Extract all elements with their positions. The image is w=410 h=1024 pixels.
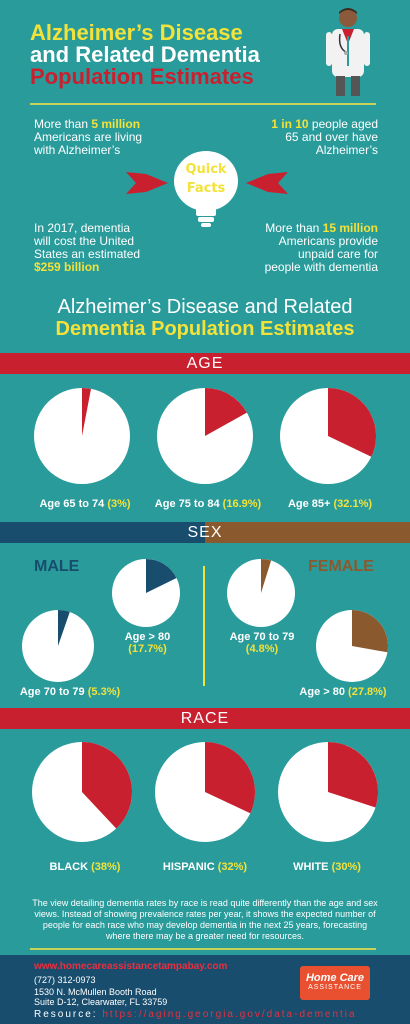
label-female-70-79: Age 70 to 79 (4.8%) xyxy=(229,631,295,655)
pie-male-over-80-slice xyxy=(146,559,177,593)
ribbon-icon xyxy=(126,172,168,194)
resource-link[interactable]: https://aging.georgia.gov/data-dementia xyxy=(102,1009,357,1020)
band-sex-left xyxy=(0,522,205,543)
pie-age-75-84 xyxy=(157,388,253,484)
pie-age-75-84-slice xyxy=(205,388,247,436)
pie-race-white-slice xyxy=(328,742,378,808)
page-title-line3: Population Estimates xyxy=(30,64,254,89)
label-age-65-74: Age 65 to 74 (3%) xyxy=(39,498,131,510)
fact-alzheimers-count: More than 5 million Americans are living… xyxy=(34,117,143,157)
label-age-75-84: Age 75 to 84 (16.9%) xyxy=(154,498,262,510)
label-age-85-plus: Age 85+ (32.1%) xyxy=(287,498,373,510)
footer-address-line2: Suite D-12, Clearwater, FL 33759 xyxy=(34,997,168,1007)
label-male-70-79: Age 70 to 79 (5.3%) xyxy=(19,686,121,698)
pie-age-65-74-slice xyxy=(82,388,91,436)
band-race: RACE xyxy=(0,708,410,729)
label-race-black: BLACK (38%) xyxy=(49,861,121,873)
race-note: The view detailing dementia rates by rac… xyxy=(32,898,378,941)
pie-male-over-80 xyxy=(112,559,180,627)
pie-female-70-79-slice xyxy=(261,559,272,593)
doctor-icon xyxy=(326,8,370,96)
band-sex: SEX xyxy=(187,524,223,541)
page-title-line1: Alzheimer’s Disease xyxy=(30,20,243,45)
pie-age-85-plus xyxy=(280,388,376,484)
quick-facts-label: Quick Facts xyxy=(185,162,227,196)
footer-divider xyxy=(30,948,376,950)
section-title-line2: Dementia Population Estimates xyxy=(55,318,355,340)
footer-resource: Resource: https://aging.georgia.gov/data… xyxy=(34,1009,357,1020)
header-divider xyxy=(30,103,376,105)
pie-male-70-79 xyxy=(22,610,94,682)
band-age: AGE xyxy=(0,353,410,374)
label-male-over-80: Age > 80 (17.7%) xyxy=(124,631,171,655)
pie-female-over-80-slice xyxy=(352,610,389,653)
band-sex-right xyxy=(205,522,410,543)
pie-race-hispanic-slice xyxy=(205,742,255,814)
label-race-hispanic: HISPANIC (32%) xyxy=(162,861,248,873)
pie-female-over-80 xyxy=(316,610,389,682)
age-pies xyxy=(34,388,376,484)
lightbulb-icon xyxy=(174,151,238,227)
footer-phone: (727) 312-0973 xyxy=(34,975,96,985)
page-title-line2: and Related Dementia xyxy=(30,42,260,67)
section-title-line1: Alzheimer’s Disease and Related xyxy=(57,296,353,318)
pie-race-white xyxy=(278,742,378,842)
footer-website-link[interactable]: www.homecareassistancetampabay.com xyxy=(34,961,228,972)
fact-dementia-cost: In 2017, dementia will cost the United S… xyxy=(34,221,141,274)
fact-one-in-ten: 1 in 10 people aged 65 and over have Alz… xyxy=(271,117,378,157)
pie-age-65-74 xyxy=(34,388,130,484)
label-male: MALE xyxy=(34,558,80,575)
label-female-over-80: Age > 80 (27.8%) xyxy=(299,686,387,698)
fact-unpaid-care: More than 15 million Americans provide u… xyxy=(264,221,378,274)
ribbon-icon xyxy=(246,172,288,194)
pie-age-85-plus-slice xyxy=(328,388,376,457)
pie-race-hispanic xyxy=(155,742,255,842)
pie-male-70-79-slice xyxy=(58,610,70,646)
pie-female-70-79 xyxy=(227,559,295,627)
pie-race-black-slice xyxy=(82,742,132,829)
sex-pies xyxy=(22,559,389,682)
race-pies xyxy=(32,742,378,842)
pie-race-black xyxy=(32,742,132,842)
footer-address-line1: 1530 N. McMullen Booth Road xyxy=(34,987,157,997)
label-race-white: WHITE (30%) xyxy=(293,861,361,873)
sex-divider xyxy=(203,566,205,686)
label-female: FEMALE xyxy=(308,558,374,575)
company-logo: Home Care ASSISTANCE xyxy=(300,966,370,1000)
